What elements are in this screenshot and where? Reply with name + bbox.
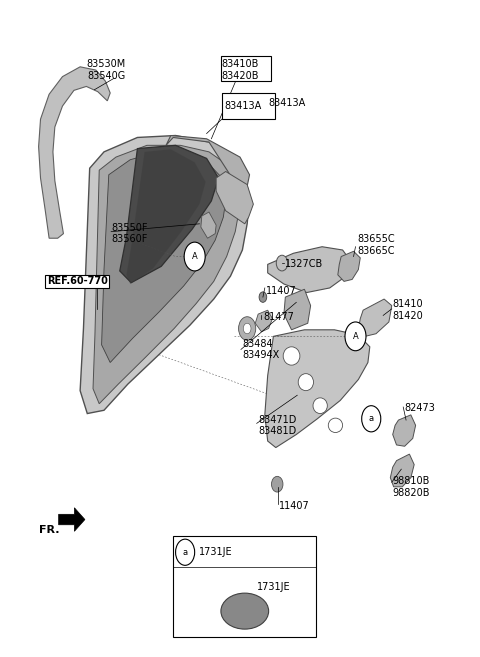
Polygon shape (59, 508, 85, 532)
Text: 11407: 11407 (266, 286, 297, 296)
Circle shape (184, 242, 205, 271)
Text: REF.60-770: REF.60-770 (47, 277, 108, 286)
Text: a: a (182, 548, 188, 556)
Text: 83550F
83560F: 83550F 83560F (111, 223, 148, 244)
Text: FR.: FR. (38, 525, 59, 535)
Polygon shape (216, 171, 253, 224)
Text: A: A (192, 252, 198, 261)
Circle shape (176, 539, 195, 565)
Polygon shape (268, 247, 350, 292)
Circle shape (272, 476, 283, 492)
Circle shape (276, 255, 288, 271)
Text: 1731JE: 1731JE (199, 547, 233, 557)
Polygon shape (80, 135, 250, 413)
Text: 98810B
98820B: 98810B 98820B (393, 476, 430, 497)
Bar (221, 57, 271, 81)
Circle shape (362, 406, 381, 432)
Polygon shape (120, 145, 218, 283)
Text: A: A (353, 332, 359, 341)
Text: 81410
81420: 81410 81420 (393, 300, 423, 321)
Circle shape (239, 317, 256, 340)
Text: 83655C
83665C: 83655C 83665C (357, 234, 395, 256)
Polygon shape (126, 149, 205, 284)
Bar (222, 93, 276, 119)
Circle shape (345, 322, 366, 351)
Circle shape (243, 323, 251, 334)
Polygon shape (255, 310, 273, 332)
Text: 83413A: 83413A (225, 101, 262, 111)
Ellipse shape (328, 418, 343, 432)
Polygon shape (93, 145, 240, 404)
Text: 1731JE: 1731JE (257, 582, 290, 592)
Polygon shape (338, 251, 360, 281)
Text: 81477: 81477 (263, 311, 294, 322)
Polygon shape (390, 454, 414, 487)
Ellipse shape (298, 374, 313, 391)
Text: 82473: 82473 (405, 403, 435, 413)
Text: 1327CB: 1327CB (285, 260, 324, 269)
Ellipse shape (221, 593, 269, 629)
Circle shape (259, 292, 267, 302)
Polygon shape (201, 212, 216, 238)
Text: 11407: 11407 (279, 501, 310, 511)
Polygon shape (393, 415, 416, 446)
Polygon shape (166, 135, 250, 198)
Text: a: a (369, 415, 374, 423)
Text: 83484
83494X: 83484 83494X (242, 338, 280, 360)
Ellipse shape (283, 347, 300, 365)
Bar (173, 536, 316, 637)
Polygon shape (284, 289, 311, 330)
Text: 83530M
83540G: 83530M 83540G (87, 59, 126, 81)
Polygon shape (265, 330, 370, 447)
Polygon shape (359, 299, 392, 336)
PathPatch shape (38, 67, 110, 238)
Text: 83413A: 83413A (269, 98, 306, 108)
Ellipse shape (313, 398, 327, 413)
Text: 83410B
83420B: 83410B 83420B (221, 59, 259, 81)
Polygon shape (102, 152, 227, 363)
Text: 83471D
83481D: 83471D 83481D (258, 415, 297, 436)
